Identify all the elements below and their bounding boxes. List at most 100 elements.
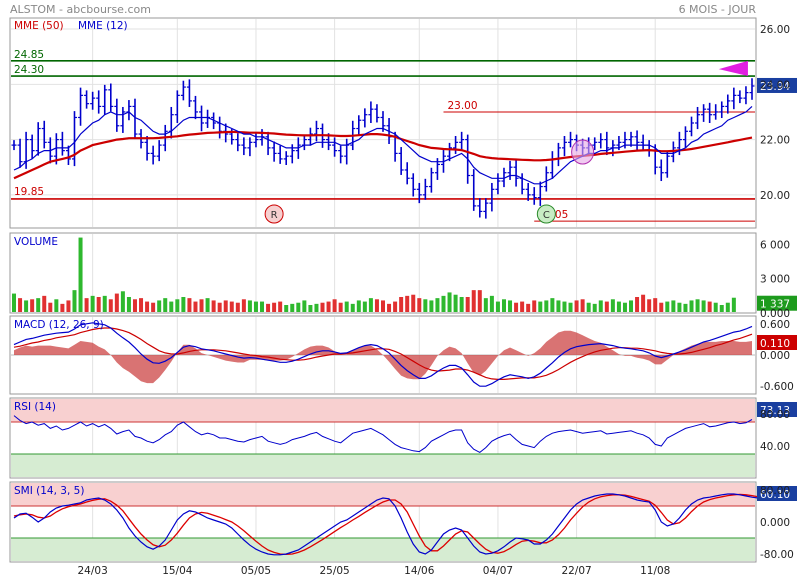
volume-tick-label: 3 000 bbox=[760, 274, 790, 286]
x-tick-label: 22/07 bbox=[561, 565, 591, 577]
smi-line bbox=[13, 493, 759, 556]
volume-bar bbox=[659, 302, 664, 312]
macd-line bbox=[13, 322, 753, 387]
last-price-box bbox=[757, 77, 797, 93]
volume-bar bbox=[604, 301, 609, 312]
volume-bar bbox=[459, 297, 464, 312]
volume-bar bbox=[126, 297, 131, 312]
volume-bar bbox=[453, 294, 458, 312]
volume-bar bbox=[725, 302, 730, 312]
volume-bar bbox=[84, 298, 89, 312]
signal-marker-label: R bbox=[271, 210, 278, 221]
volume-bar bbox=[296, 302, 301, 312]
volume-bar bbox=[671, 300, 676, 312]
volume-bar bbox=[653, 298, 658, 312]
volume-bar bbox=[526, 303, 531, 312]
volume-bar bbox=[78, 237, 83, 312]
volume-bar bbox=[514, 302, 519, 312]
volume-bar bbox=[665, 301, 670, 312]
volume-bar bbox=[731, 297, 736, 312]
price-level-label: 23.00 bbox=[447, 100, 477, 112]
rsi-plot: 73.13 bbox=[13, 402, 797, 453]
volume-bar bbox=[163, 298, 168, 312]
chart-source-title: ALSTOM - abcbourse.com bbox=[10, 3, 151, 16]
volume-bar bbox=[139, 298, 144, 312]
x-tick-label: 15/04 bbox=[162, 565, 193, 577]
volume-bar bbox=[229, 301, 234, 312]
volume-bar bbox=[610, 299, 615, 312]
last-smi-text: 60.10 bbox=[760, 489, 790, 501]
volume-title: VOLUME bbox=[14, 236, 58, 248]
price-tick-label: 24.00 bbox=[760, 79, 790, 91]
volume-bar bbox=[707, 301, 712, 312]
price-tick-label: 20.00 bbox=[760, 190, 790, 202]
volume-bar bbox=[550, 298, 555, 312]
grid-lines bbox=[11, 19, 755, 561]
legend-ema12: MME (12) bbox=[78, 20, 128, 32]
volume-bar bbox=[266, 303, 271, 312]
volume-bar bbox=[114, 293, 119, 312]
volume-bar bbox=[405, 295, 410, 312]
volume-bar bbox=[260, 301, 265, 312]
volume-bar bbox=[532, 300, 537, 312]
smi-tick-label: 80.00 bbox=[760, 485, 790, 497]
volume-tick-label: 6 000 bbox=[760, 239, 790, 251]
volume-bar bbox=[411, 294, 416, 312]
rsi-line bbox=[13, 415, 753, 453]
volume-bar bbox=[622, 302, 627, 312]
volume-bar bbox=[169, 301, 174, 312]
volume-bar bbox=[465, 297, 470, 312]
price-tick-label: 22.00 bbox=[760, 135, 790, 147]
volume-bar bbox=[278, 301, 283, 312]
volume-bar bbox=[108, 299, 113, 312]
axis-labels: 24/03 15/04 05/05 25/05 14/06 04/07 22/07 11/08… bbox=[78, 24, 794, 577]
volume-bar bbox=[30, 299, 35, 312]
smi-title: SMI (14, 3, 5) bbox=[14, 485, 84, 497]
signal-marker-circle bbox=[536, 204, 556, 224]
volume-bar bbox=[435, 298, 440, 312]
volume-bar bbox=[489, 295, 494, 312]
macd-tick-label: 0.600 bbox=[760, 319, 790, 331]
rsi-overbought-zone bbox=[11, 399, 755, 422]
volume-bar bbox=[556, 300, 561, 312]
volume-bar bbox=[368, 298, 373, 312]
macd-tick-label: 0.000 bbox=[760, 350, 790, 362]
volume-bar bbox=[471, 290, 476, 312]
volume-bar bbox=[211, 300, 216, 312]
price-level-label: 24.30 bbox=[14, 64, 44, 76]
x-tick-label: 25/05 bbox=[319, 565, 349, 577]
volume-bar bbox=[544, 300, 549, 312]
volume-bar bbox=[689, 300, 694, 312]
volume-bar bbox=[253, 301, 258, 312]
volume-bar bbox=[495, 301, 500, 312]
indicator-bands bbox=[11, 399, 755, 561]
volume-bar bbox=[586, 302, 591, 312]
volume-bar bbox=[48, 302, 53, 312]
volume-bar bbox=[647, 299, 652, 312]
last-price-text: 23.94 bbox=[760, 81, 790, 93]
volume-bar bbox=[272, 302, 277, 312]
volume-bar bbox=[326, 301, 331, 312]
rsi-title: RSI (14) bbox=[14, 401, 56, 413]
volume-bar bbox=[447, 292, 452, 312]
volume-bar bbox=[217, 302, 222, 312]
volume-bar bbox=[635, 297, 640, 312]
volume-bar bbox=[60, 303, 65, 312]
volume-bar bbox=[598, 300, 603, 312]
last-volume-box bbox=[757, 295, 797, 311]
volume-bar bbox=[417, 298, 422, 312]
volume-bar bbox=[387, 303, 392, 312]
volume-bar bbox=[72, 290, 77, 312]
smi-overbought-zone bbox=[11, 483, 755, 506]
volume-bar bbox=[54, 299, 59, 312]
last-macd-box bbox=[757, 335, 797, 350]
x-tick-label: 14/06 bbox=[404, 565, 435, 577]
volume-bar bbox=[205, 298, 210, 312]
ema12-line bbox=[13, 105, 753, 185]
last-macd-text: 0.110 bbox=[760, 338, 790, 350]
volume-bar bbox=[247, 300, 252, 312]
volume-bar bbox=[713, 302, 718, 312]
volume-bar bbox=[241, 299, 246, 312]
